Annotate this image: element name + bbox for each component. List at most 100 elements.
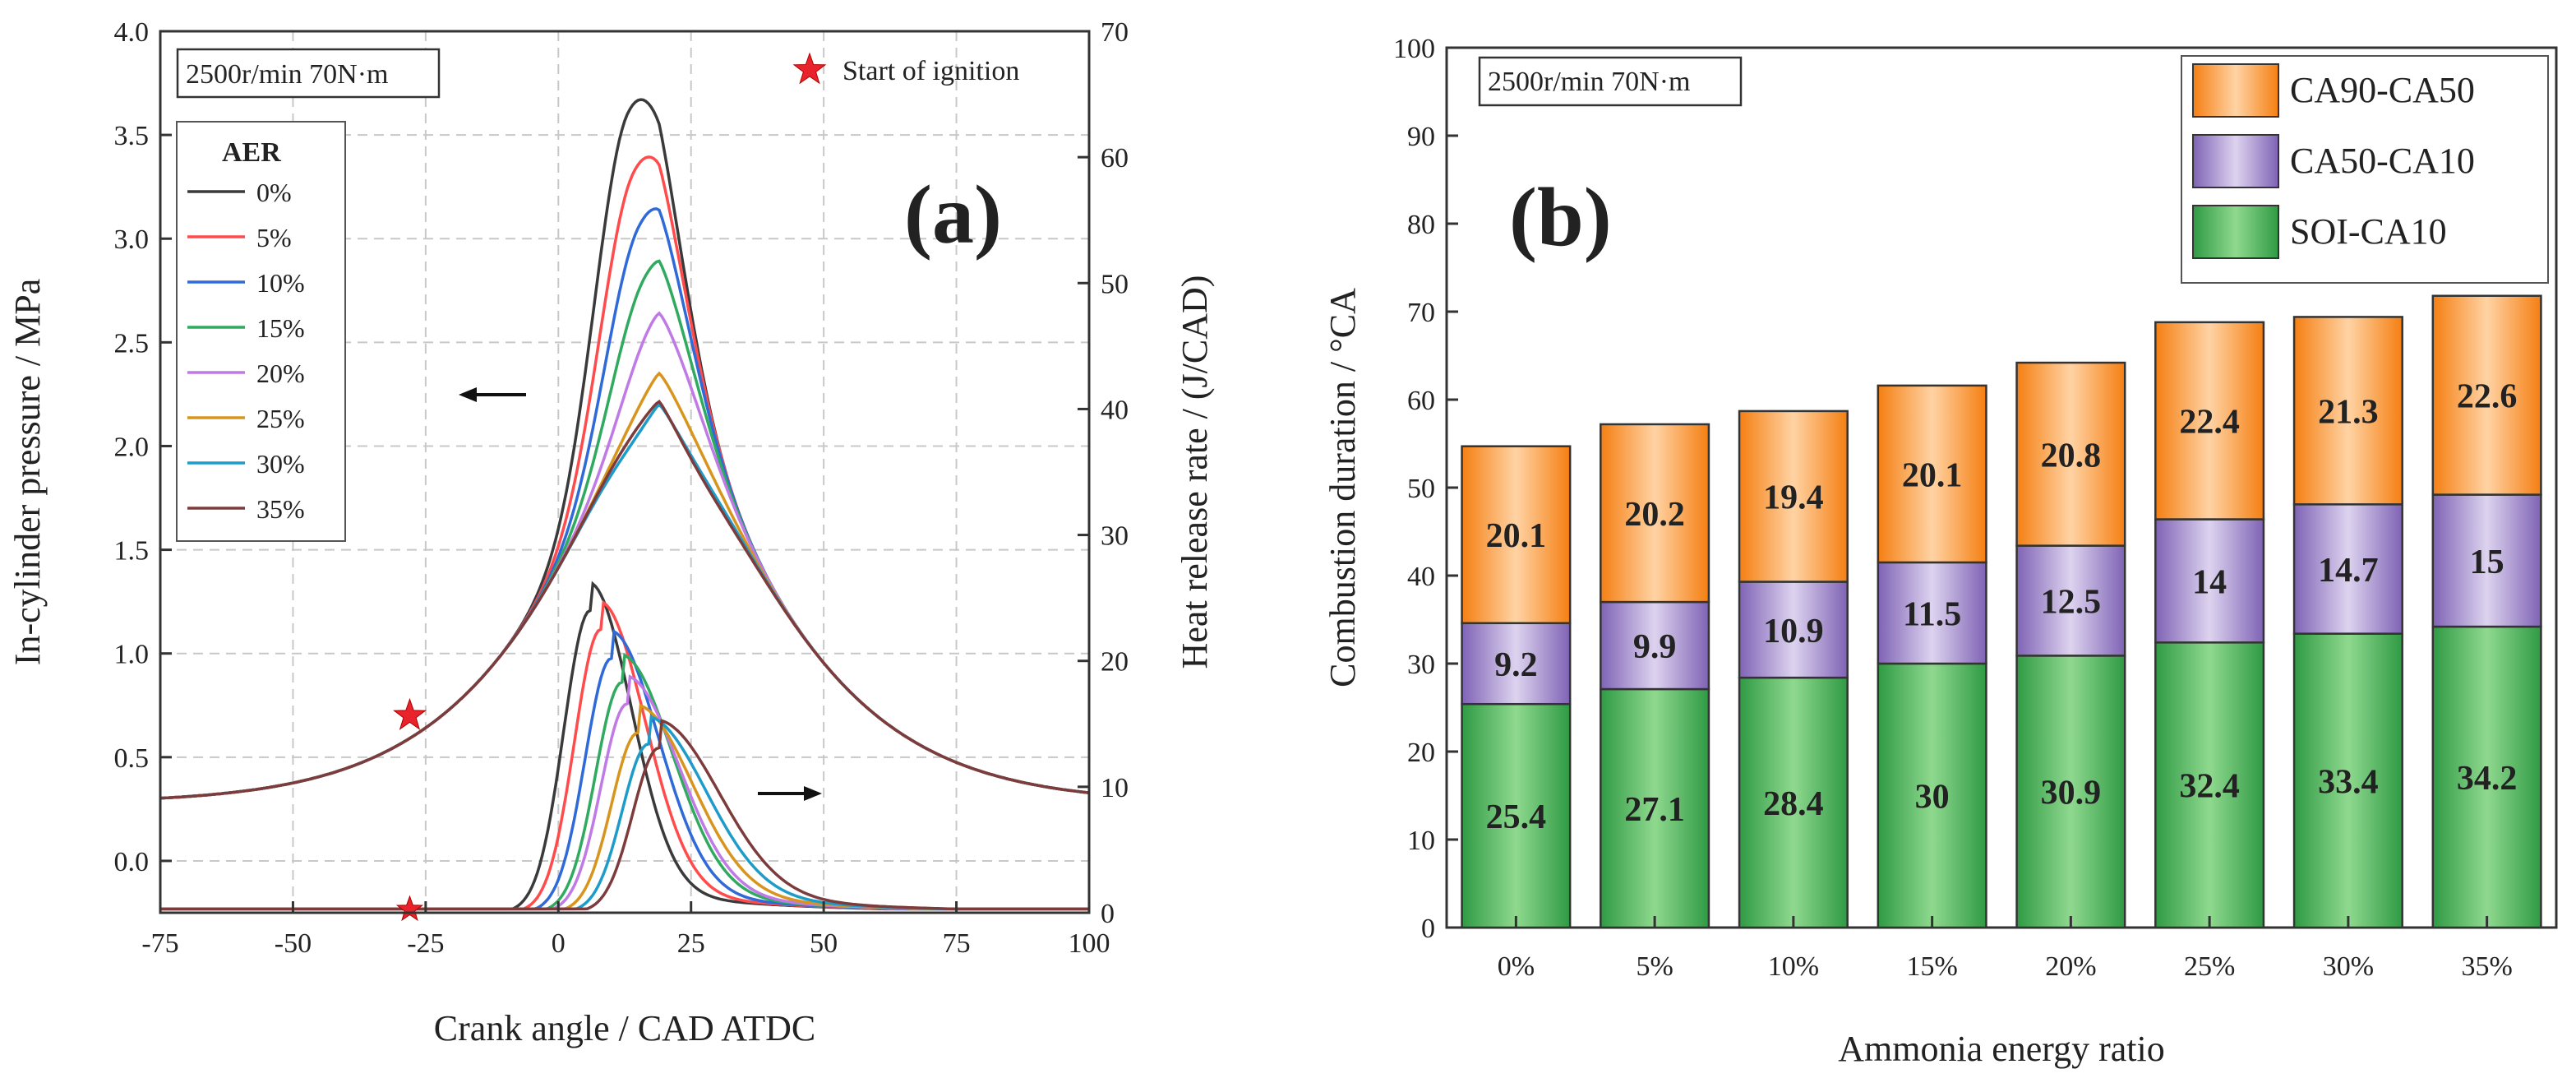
ignition-marker-pressure-icon <box>393 697 427 730</box>
bar-ca90-ca50 <box>1738 410 1849 583</box>
legend-label: CA90-CA50 <box>2290 70 2475 110</box>
panel-b-ylabel: Combustion duration / °CA <box>1323 288 1363 687</box>
x-axis-tick-label: 30% <box>2323 951 2374 982</box>
bar-ca90-ca50 <box>2431 294 2542 496</box>
y-axis-tick-label: 80 <box>1407 210 1435 240</box>
right-axis-tick-label: 60 <box>1101 143 1129 174</box>
panel-a-ylabel: In-cylinder pressure / MPa <box>7 279 48 665</box>
ignition-legend-label: Start of ignition <box>843 56 1019 86</box>
right-axis-tick-label: 0 <box>1101 899 1115 929</box>
legend-label: SOI-CA10 <box>2290 211 2447 252</box>
bar-value-label: 32.4 <box>2179 768 2240 806</box>
aer-legend-label: 35% <box>256 494 305 524</box>
bar-soi-ca10 <box>2292 632 2403 929</box>
panel-b-legend-entries: CA90-CA50 CA50-CA10 SOI-CA10 <box>2192 63 2475 259</box>
bar-soi-ca10 <box>1600 687 1710 929</box>
bar-value-label: 20.8 <box>2041 437 2102 474</box>
bar-ca90-ca50 <box>1600 423 1710 604</box>
y-axis-tick-label: 100 <box>1393 34 1435 64</box>
bar-soi-ca10 <box>2154 641 2265 929</box>
bar-soi-ca10 <box>1461 702 1572 929</box>
panel-a-xlabel: Crank angle / CAD ATDC <box>434 1008 815 1048</box>
right-axis-tick-label: 40 <box>1101 395 1129 425</box>
x-axis-tick-label: 25% <box>2184 951 2235 982</box>
heat-release-curve-30pct <box>160 715 1089 911</box>
panel-b-y-axis: 0 10 20 30 40 50 60 70 80 90 100 <box>1393 34 1458 944</box>
x-axis-tick-label: 50 <box>810 928 838 959</box>
y-axis-tick-label: 60 <box>1407 386 1435 416</box>
aer-legend-label: 0% <box>256 178 292 207</box>
legend-label: CA50-CA10 <box>2290 141 2475 181</box>
arrow-to-heat-release-axis-icon <box>758 786 822 801</box>
bar-soi-ca10 <box>1877 662 1987 929</box>
x-axis-tick-label: 15% <box>1906 951 1957 982</box>
panel-a-curves <box>159 98 1090 922</box>
left-axis-tick-label: 0.5 <box>114 743 150 774</box>
pressure-curve-35pct <box>159 399 1090 800</box>
aer-legend-label: 15% <box>256 313 305 343</box>
panel-a-condition-box <box>176 48 441 99</box>
bar-value-label: 30.9 <box>2041 775 2102 812</box>
x-axis-tick-label: 20% <box>2045 951 2096 982</box>
right-axis-tick-label: 20 <box>1101 647 1129 678</box>
aer-legend-title: AER <box>222 137 281 168</box>
panel-a-label: (a) <box>904 169 1002 261</box>
y-axis-tick-label: 10 <box>1407 826 1435 856</box>
x-axis-tick-label: 100 <box>1069 928 1110 959</box>
right-axis-tick-label: 30 <box>1101 521 1129 552</box>
x-axis-tick-label: 35% <box>2461 951 2512 982</box>
bar-value-label: 20.2 <box>1624 496 1685 534</box>
panel-b-label: (b) <box>1509 171 1612 264</box>
bar-value-label: 11.5 <box>1903 595 1961 633</box>
bar-value-label: 21.3 <box>2318 393 2379 431</box>
left-axis-tick-label: 1.0 <box>114 640 150 670</box>
y-axis-tick-label: 30 <box>1407 650 1435 680</box>
bar-value-label: 10.9 <box>1763 613 1824 650</box>
bar-ca50-ca10 <box>1877 561 1987 665</box>
bar-value-label: 20.1 <box>1902 456 1963 494</box>
bar-value-label: 28.4 <box>1763 785 1824 823</box>
aer-legend-label: 20% <box>256 359 305 388</box>
bar-value-label: 34.2 <box>2457 760 2518 798</box>
left-axis-tick-label: 0.0 <box>114 847 150 877</box>
left-axis-tick-label: 2.5 <box>114 328 150 359</box>
bar-ca50-ca10 <box>2154 518 2265 644</box>
aer-legend-label: 10% <box>256 268 305 298</box>
y-axis-tick-label: 90 <box>1407 122 1435 152</box>
bar-soi-ca10 <box>2015 655 2126 929</box>
aer-legend-entries: 0% 5% 10% 15% 20% 25% 30% 35% <box>187 178 305 524</box>
x-axis-tick-label: 75 <box>943 928 971 959</box>
right-axis-tick-label: 70 <box>1101 17 1129 48</box>
bar-value-label: 20.1 <box>1486 517 1547 555</box>
left-axis-tick-label: 3.5 <box>114 121 150 151</box>
left-axis-tick-label: 3.0 <box>114 224 150 255</box>
bar-value-label: 14 <box>2192 563 2227 601</box>
bar-value-label: 19.4 <box>1763 479 1824 517</box>
panel-a-x-axis: -75 -50 -25 0 25 50 75 100 <box>141 901 1110 959</box>
y-axis-tick-label: 40 <box>1407 562 1435 592</box>
bar-ca90-ca50 <box>2015 361 2126 547</box>
left-axis-tick-label: 4.0 <box>114 17 150 48</box>
bar-value-label: 30 <box>1915 779 1950 817</box>
arrow-to-pressure-axis-icon <box>459 387 526 402</box>
legend-swatch-ca50-ca10 <box>2192 134 2279 188</box>
panel-a-ylabel-right: Heat release rate / (J/CAD) <box>1175 275 1215 669</box>
panel-b-condition-text: 2500r/min 70N·m <box>1488 67 1690 97</box>
bar-ca50-ca10 <box>2292 503 2403 635</box>
ignition-marker-heat-release-icon <box>395 895 424 922</box>
panel-a-right-axis: 0 10 20 30 40 50 60 70 <box>1078 17 1129 929</box>
bar-value-label: 14.7 <box>2318 552 2379 590</box>
bar-ca50-ca10 <box>1600 600 1710 691</box>
bar-value-label: 25.4 <box>1486 798 1547 836</box>
bar-value-label: 12.5 <box>2041 583 2102 621</box>
bar-ca90-ca50 <box>2292 316 2403 506</box>
bar-ca90-ca50 <box>1877 384 1987 564</box>
x-axis-tick-label: -75 <box>141 928 178 959</box>
x-axis-tick-label: 0 <box>552 928 566 959</box>
legend-swatch-soi-ca10 <box>2192 205 2279 259</box>
panel-b-condition-box <box>1478 56 1743 107</box>
x-axis-tick-label: 0% <box>1498 951 1535 982</box>
right-axis-tick-label: 10 <box>1101 773 1129 803</box>
bar-value-label: 9.2 <box>1494 646 1538 684</box>
